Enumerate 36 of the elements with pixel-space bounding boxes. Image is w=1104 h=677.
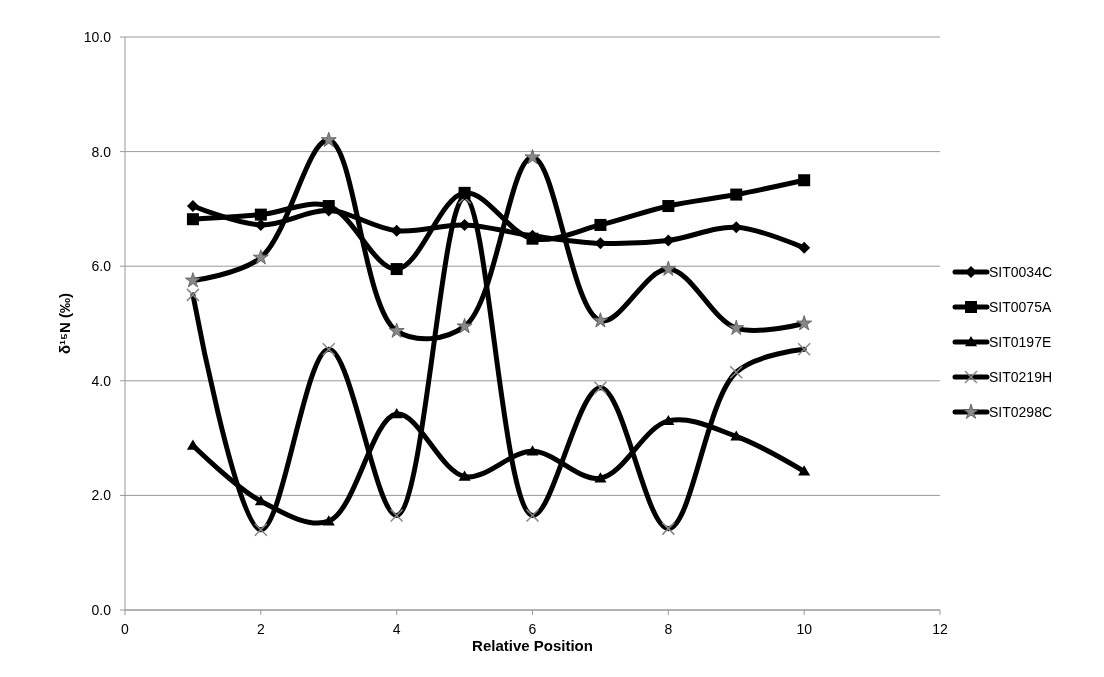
legend-label: SIT0197E <box>989 333 1052 350</box>
point <box>390 263 403 276</box>
point <box>730 188 743 201</box>
point <box>798 465 811 476</box>
point <box>458 186 471 199</box>
y-tick-label: 10.0 <box>83 28 112 45</box>
legend-label: SIT0298C <box>989 403 1053 420</box>
y-tick-label: 2.0 <box>91 487 112 504</box>
x-tick-label: 4 <box>392 621 401 637</box>
x-tick-label: 12 <box>932 621 948 637</box>
y-tick-label: 4.0 <box>91 372 112 389</box>
legend-label: SIT0219H <box>989 368 1053 385</box>
point <box>322 515 335 526</box>
point <box>254 208 267 221</box>
y-axis-title: δ¹⁵N (‰) <box>56 292 73 355</box>
point <box>594 472 607 483</box>
y-tick-label: 8.0 <box>91 143 112 160</box>
point <box>186 213 199 226</box>
point <box>662 200 675 213</box>
point <box>186 200 199 213</box>
x-axis-title: Relative Position <box>472 637 593 654</box>
y-tick-label: 0.0 <box>91 601 112 618</box>
x-tick-label: 0 <box>121 621 130 637</box>
point <box>186 439 199 450</box>
x-tick-label: 2 <box>256 621 265 637</box>
point <box>798 241 811 254</box>
point <box>798 174 811 187</box>
y-tick-label: 6.0 <box>91 258 112 275</box>
legend-label: SIT0034C <box>989 263 1053 280</box>
x-tick-label: 8 <box>664 621 673 637</box>
legend-label: SIT0075A <box>989 298 1052 315</box>
x-tick-label: 10 <box>796 621 813 637</box>
point <box>526 445 539 456</box>
point <box>458 470 471 481</box>
point <box>594 218 607 231</box>
x-tick-label: 6 <box>528 621 537 637</box>
